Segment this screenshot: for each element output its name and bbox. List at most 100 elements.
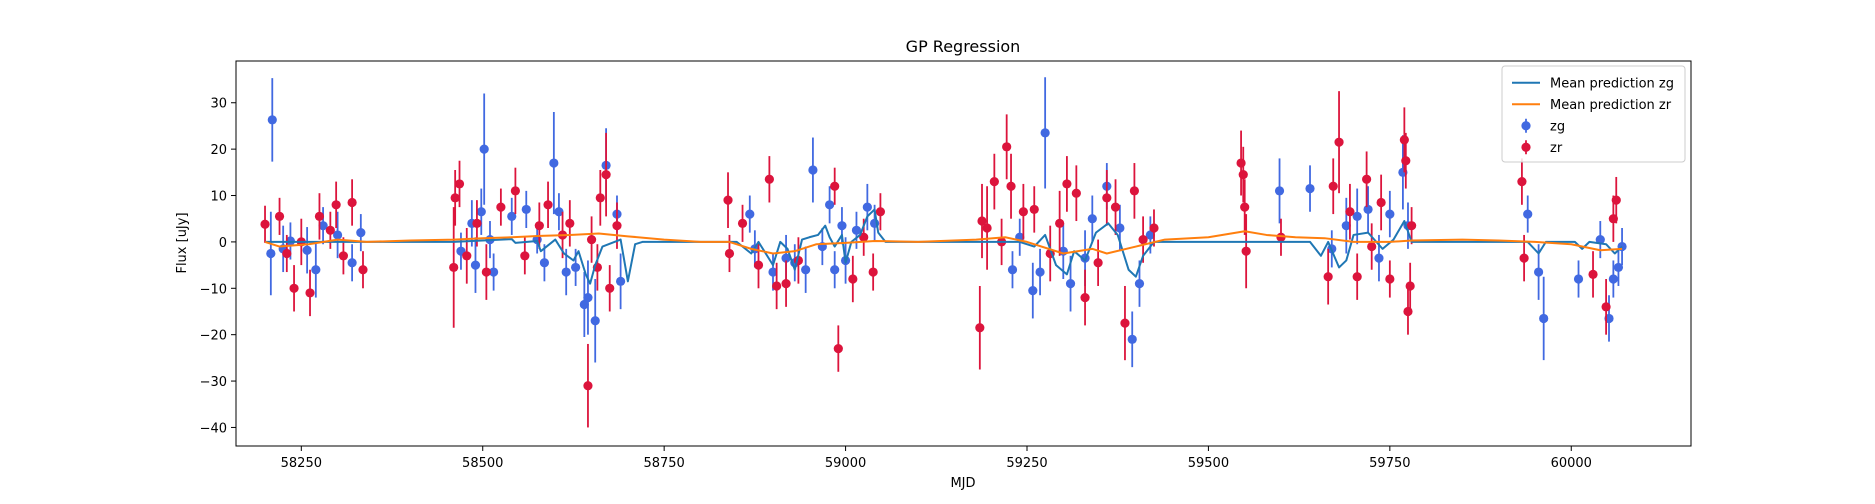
data-point-zr (875, 207, 886, 217)
data-point-zr (1407, 221, 1417, 231)
data-point-zr (331, 200, 341, 210)
data-point-zr (1323, 272, 1333, 282)
x-tick-label: 59750 (1369, 456, 1410, 471)
data-point-zg (571, 262, 581, 273)
data-point-zg (837, 221, 847, 231)
legend-entry-label: zg (1550, 119, 1565, 134)
data-point-zr (982, 223, 992, 233)
data-point-zr (772, 281, 782, 291)
data-point-zg (1115, 223, 1125, 233)
y-tick-label: −30 (200, 375, 227, 390)
data-point-zg (476, 207, 486, 217)
data-point-zr (830, 181, 840, 191)
data-point-zr (462, 251, 472, 261)
data-point-zg (479, 144, 489, 154)
data-point-zg (1539, 313, 1549, 324)
data-point-zr (274, 211, 285, 221)
data-point-zg (266, 248, 276, 259)
data-point-zr (1376, 197, 1386, 208)
data-point-zr (1519, 253, 1529, 263)
data-point-zg (1087, 214, 1097, 224)
data-point-zr (1018, 207, 1028, 217)
data-point-zr (1385, 274, 1395, 284)
data-point-zr (1062, 179, 1072, 189)
data-point-zr (510, 186, 520, 196)
data-point-zg (1065, 279, 1076, 289)
data-point-zg (1035, 267, 1045, 277)
axes-frame (235, 60, 1692, 447)
data-point-zr (848, 274, 858, 284)
data-point-zg (1534, 267, 1544, 277)
data-point-zg (745, 209, 755, 219)
data-point-zg (862, 202, 872, 212)
data-point-zg (507, 211, 517, 221)
y-tick-label: −10 (200, 282, 227, 297)
legend-swatch-marker (1521, 121, 1531, 131)
data-point-zr (868, 267, 878, 277)
legend-entry-label: zr (1550, 141, 1563, 156)
data-point-zr (1399, 135, 1409, 145)
data-point-zg (311, 265, 321, 275)
data-point-zr (781, 279, 791, 289)
data-point-zr (1149, 223, 1159, 233)
data-point-zg (1028, 286, 1038, 296)
data-point-zg (1352, 211, 1362, 221)
data-point-zr (325, 225, 335, 235)
data-point-zr (1071, 188, 1081, 198)
data-point-zg (332, 230, 343, 240)
data-point-zr (1238, 170, 1248, 180)
data-point-zr (481, 267, 491, 277)
data-point-zr (282, 248, 292, 259)
data-point-zg (781, 253, 791, 263)
data-point-zr (975, 323, 985, 333)
data-point-zr (1138, 234, 1148, 245)
data-point-zr (358, 265, 368, 275)
data-point-zr (586, 234, 597, 245)
data-point-zr (543, 200, 553, 210)
y-tick-label: 20 (210, 143, 227, 158)
x-tick-label: 58750 (643, 456, 684, 471)
y-tick-label: −40 (200, 421, 227, 436)
data-layer (260, 77, 1627, 428)
data-point-zr (449, 262, 459, 273)
x-tick-label: 58250 (281, 456, 322, 471)
data-point-zg (470, 260, 481, 270)
data-point-zg (583, 292, 593, 303)
data-point-zr (1352, 272, 1362, 282)
data-point-zr (454, 179, 465, 189)
data-point-zg (616, 276, 626, 286)
data-point-zg (590, 316, 600, 326)
data-point-zr (1328, 181, 1338, 191)
y-tick-label: 0 (219, 236, 227, 251)
data-point-zg (1007, 265, 1018, 275)
data-point-zg (851, 225, 862, 235)
data-point-zr (583, 381, 593, 391)
data-point-zr (289, 283, 299, 293)
legend-swatch-marker (1521, 142, 1531, 152)
data-point-zr (1241, 246, 1251, 256)
data-point-zr (534, 221, 544, 231)
data-point-zg (489, 267, 499, 277)
data-point-zr (1080, 292, 1090, 303)
data-point-zr (347, 197, 357, 208)
data-point-zg (579, 299, 589, 310)
legend-frame (1501, 65, 1686, 163)
data-point-zr (595, 193, 605, 203)
data-point-zr (496, 202, 506, 212)
data-point-zr (1029, 204, 1039, 215)
data-point-zr (1093, 258, 1103, 268)
data-point-zg (347, 258, 357, 268)
data-point-zr (601, 170, 611, 180)
data-point-zr (314, 211, 325, 221)
data-point-zg (267, 115, 277, 125)
data-point-zg (1573, 274, 1584, 284)
data-point-zg (302, 245, 312, 255)
series-zr (260, 91, 1621, 428)
data-point-zr (833, 343, 843, 354)
series-line-mean-prediction-zr (264, 230, 1623, 255)
data-point-zr (338, 251, 349, 261)
data-point-zr (1006, 181, 1016, 191)
data-point-zr (1002, 142, 1012, 152)
data-point-zr (977, 216, 987, 226)
